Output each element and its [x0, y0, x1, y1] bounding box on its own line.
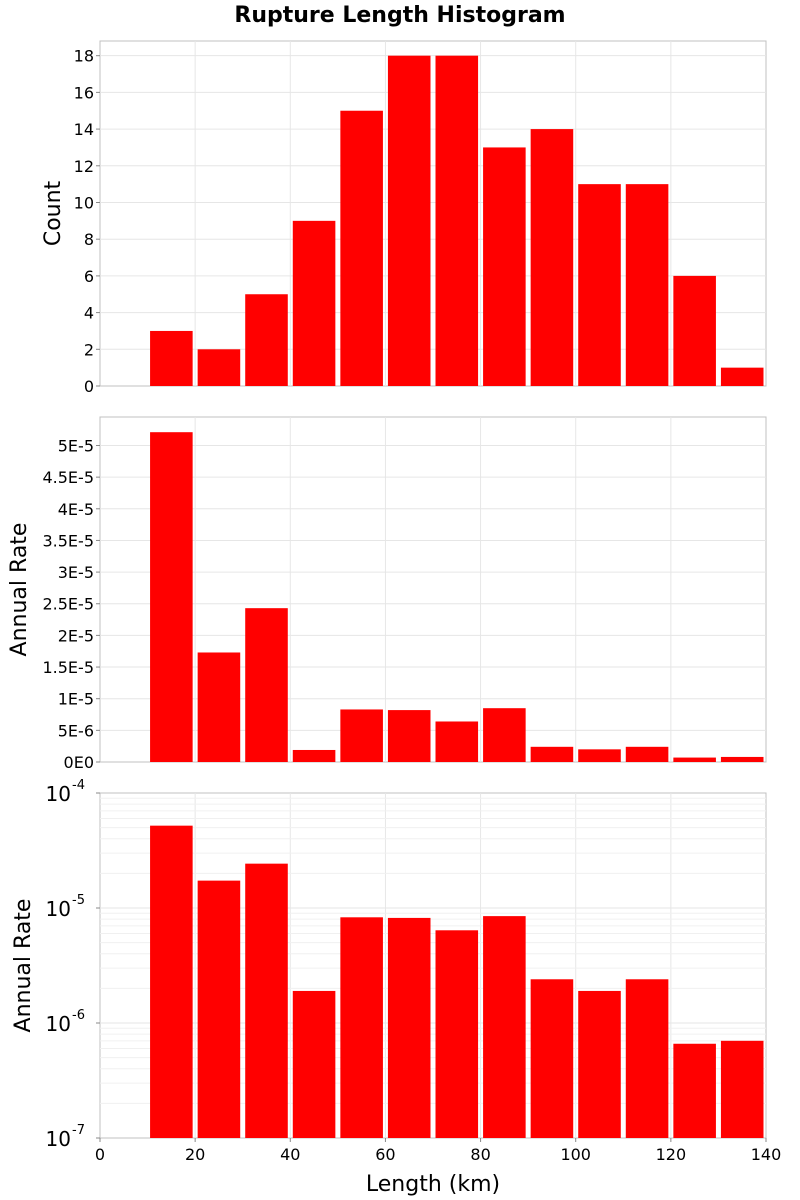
x-tick-label: 60	[375, 1145, 395, 1164]
bar	[435, 930, 479, 1138]
y-tick-label: 6	[84, 267, 94, 286]
bar	[245, 608, 288, 762]
bar	[245, 294, 288, 386]
x-tick-label: 120	[656, 1145, 687, 1164]
bar	[483, 147, 526, 386]
y-tick-exponent: -6	[72, 1008, 85, 1023]
bar	[673, 757, 716, 762]
x-tick-label: 80	[470, 1145, 490, 1164]
bar	[625, 746, 669, 762]
y-tick-label: 10	[46, 782, 71, 806]
bar	[245, 863, 288, 1138]
y-tick-exponent: -4	[72, 778, 85, 793]
bar	[150, 330, 193, 386]
bar	[292, 749, 336, 762]
bar	[483, 916, 526, 1138]
y-tick-label: 0E0	[64, 753, 94, 772]
bar	[578, 749, 621, 762]
y-tick-label: 0	[84, 377, 94, 396]
y-tick-label: 3E-5	[58, 563, 94, 582]
y-tick-label: 1E-5	[58, 690, 94, 709]
bar	[530, 746, 574, 762]
bar	[435, 721, 479, 762]
x-tick-label: 100	[560, 1145, 591, 1164]
y-tick-label: 2E-5	[58, 626, 94, 645]
y-axis-label: Annual Rate	[7, 523, 32, 657]
panel-2: 0E0 5E-6 1E-5 1.5E-5 2E-5 2.5E-5 3E-5 3.5E-5 4E-…	[7, 416, 767, 772]
y-tick-label: 4	[84, 304, 94, 323]
y-tick-label: 1.5E-5	[42, 658, 94, 677]
bar	[387, 55, 431, 387]
y-tick-label: 10	[46, 1012, 71, 1036]
y-axis-label: Count	[41, 180, 66, 246]
y-tick-label: 14	[74, 120, 94, 139]
bar	[673, 1043, 716, 1138]
y-tick-label: 4.5E-5	[42, 468, 94, 487]
bar	[720, 1040, 764, 1138]
bar	[435, 55, 479, 387]
y-tick-label: 2	[84, 340, 94, 359]
bar	[483, 708, 526, 762]
bar	[530, 129, 574, 386]
y-tick-label: 4E-5	[58, 500, 94, 519]
bar	[720, 367, 764, 386]
y-tick-label: 10	[46, 897, 71, 921]
bar	[197, 349, 241, 386]
y-tick-label: 8	[84, 230, 94, 249]
bar	[720, 756, 764, 762]
bar	[150, 825, 193, 1138]
bar	[340, 709, 383, 762]
y-tick-label: 16	[74, 83, 94, 102]
y-tick-label: 5E-6	[58, 721, 94, 740]
bar	[673, 275, 716, 386]
y-tick-label: 12	[74, 157, 94, 176]
y-tick-label: 10	[46, 1127, 71, 1151]
chart-title: Rupture Length Histogram	[234, 3, 565, 28]
bar	[340, 110, 383, 386]
y-axis-label: Annual Rate	[11, 899, 36, 1033]
bar	[292, 220, 336, 386]
x-tick-label: 20	[185, 1145, 205, 1164]
x-axis-label: Length (km)	[366, 1172, 500, 1197]
x-tick-label: 0	[95, 1145, 105, 1164]
bar	[150, 432, 193, 762]
bar	[578, 184, 621, 386]
bar	[625, 184, 669, 386]
bar	[625, 979, 669, 1138]
y-tick-label: 10	[74, 193, 94, 212]
y-tick-exponent: -7	[72, 1123, 85, 1138]
y-tick-label: 3.5E-5	[42, 531, 94, 550]
bar	[387, 710, 431, 762]
bar	[578, 990, 621, 1138]
bar	[387, 917, 431, 1138]
bar	[292, 990, 336, 1138]
chart-panels: 0 2 4 6 8 10 12 14 16 18 Count 0E0 5E-6 1E-5 1.5E-5 2E-…	[7, 40, 781, 1164]
panel-1: 0 2 4 6 8 10 12 14 16 18 Count	[41, 40, 767, 396]
bar	[530, 979, 574, 1138]
y-tick-label: 18	[74, 47, 94, 66]
x-tick-label: 140	[751, 1145, 782, 1164]
bar	[340, 917, 383, 1138]
bar	[197, 652, 241, 762]
bar	[197, 880, 241, 1138]
y-tick-exponent: -5	[72, 893, 85, 908]
y-tick-label: 5E-5	[58, 436, 94, 455]
y-tick-label: 2.5E-5	[42, 595, 94, 614]
x-tick-label: 40	[280, 1145, 300, 1164]
